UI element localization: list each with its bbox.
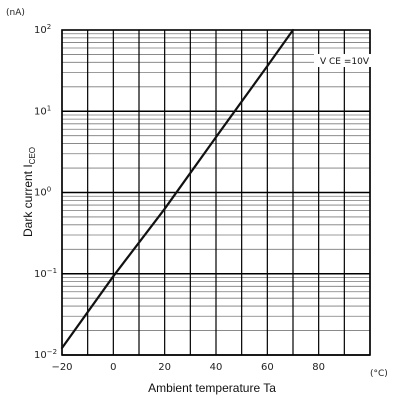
y-tick-label: 10−1 xyxy=(34,267,57,280)
y-tick-label: 102 xyxy=(34,23,51,36)
y-tick-label: 101 xyxy=(34,104,51,117)
x-tick-label: −20 xyxy=(51,362,72,373)
vce-annotation: V CE =10V xyxy=(320,57,370,67)
y-tick-label: 100 xyxy=(34,186,51,199)
y-axis-title-sub: CEO xyxy=(28,147,37,164)
x-tick-label: 20 xyxy=(158,362,171,373)
x-tick-label: 80 xyxy=(312,362,325,373)
y-tick-label: 10−2 xyxy=(34,348,57,361)
tick-labels: −20 0 20 40 60 80 102 101 100 10−1 10−2 xyxy=(34,23,325,373)
series-layer xyxy=(60,28,295,350)
y-axis-title-main: Dark current I xyxy=(21,164,35,237)
x-tick-label: 60 xyxy=(261,362,274,373)
series-line xyxy=(60,28,295,350)
plot-frame xyxy=(61,29,371,356)
x-axis-title: Ambient temperature Ta xyxy=(148,381,276,395)
y-unit-label: (nA) xyxy=(6,8,25,18)
x-tick-label: 0 xyxy=(110,362,116,373)
x-tick-label: 40 xyxy=(210,362,223,373)
y-axis-title: Dark current ICEO xyxy=(21,147,37,237)
x-unit-label: (°C) xyxy=(370,369,388,379)
grid xyxy=(61,29,371,356)
annotation-bg xyxy=(314,54,372,67)
